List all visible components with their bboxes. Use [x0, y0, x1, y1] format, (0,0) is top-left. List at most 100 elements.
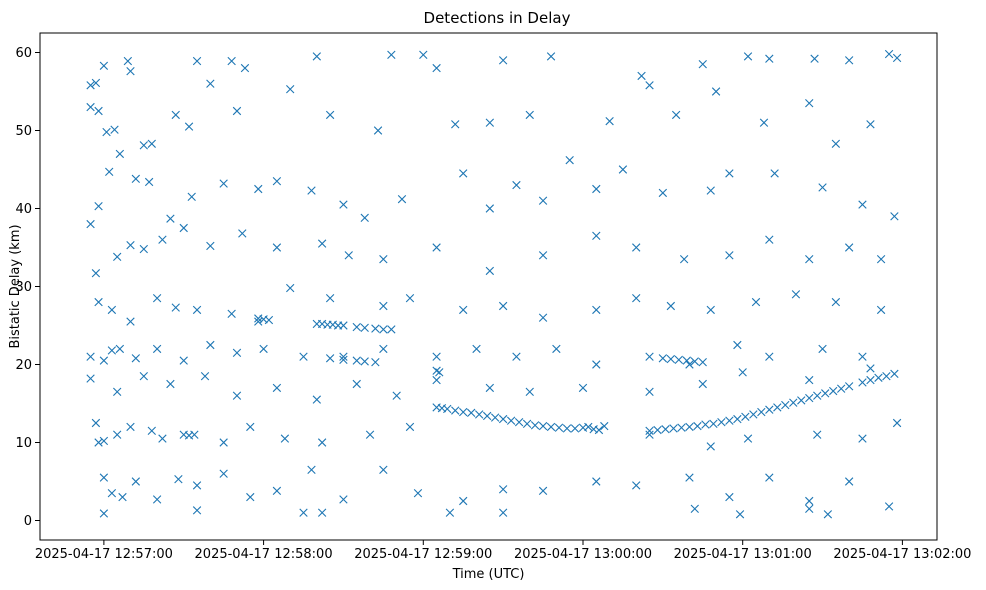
detection-point [618, 165, 628, 174]
detection-point [645, 352, 654, 361]
detection-point [259, 344, 268, 354]
detection-point [671, 110, 681, 120]
detection-point [498, 508, 508, 517]
detection-point [485, 204, 495, 213]
detection-point [805, 375, 814, 385]
detection-point [498, 56, 508, 65]
detection-point [107, 305, 117, 315]
detection-point [272, 486, 282, 496]
detection-point [725, 169, 734, 178]
detection-point [365, 430, 375, 439]
detection-point [701, 420, 710, 429]
detection-point [485, 118, 495, 127]
detection-point [192, 481, 202, 490]
detection-point [472, 344, 481, 354]
detection-point [751, 297, 761, 307]
detection-point [645, 430, 654, 439]
detection-point [227, 309, 236, 318]
detection-point [325, 294, 335, 303]
detection-point [805, 496, 814, 506]
detection-point [725, 251, 734, 260]
detection-point [757, 407, 766, 417]
detection-point [232, 391, 242, 400]
detection-point [858, 200, 867, 209]
detection-point [685, 473, 694, 482]
detection-point [759, 118, 769, 127]
detection-point [498, 485, 508, 494]
detection-point [570, 424, 580, 433]
detection-point [344, 251, 353, 260]
detection-point [115, 344, 125, 354]
detection-point [179, 223, 188, 233]
detection-point [645, 426, 654, 435]
detection-point [584, 422, 593, 432]
detection-point [594, 425, 604, 435]
detection-point [246, 422, 255, 432]
detection-point [238, 229, 247, 238]
detection-point [600, 421, 609, 431]
detection-point [669, 424, 678, 433]
x-tick-label: 2025-04-17 12:57:00 [35, 547, 173, 562]
detection-point [219, 438, 228, 447]
detection-point [514, 418, 524, 427]
detection-point [765, 473, 774, 482]
detection-point [682, 356, 691, 365]
detection-point [171, 303, 180, 312]
detection-point [115, 149, 125, 159]
detection-point [781, 400, 790, 410]
detection-point [805, 504, 814, 513]
detection-point [706, 186, 715, 195]
detection-point [405, 294, 415, 303]
detection-point [371, 324, 380, 333]
detection-point [829, 386, 838, 396]
detection-point [844, 477, 854, 486]
detection-point [105, 167, 114, 177]
detection-point [152, 344, 162, 354]
detection-point [139, 141, 148, 150]
detection-point [413, 489, 423, 498]
detection-point [387, 50, 396, 60]
detection-point [884, 502, 894, 511]
detection-point [286, 84, 295, 94]
y-tick-label: 30 [15, 280, 32, 295]
x-tick-label: 2025-04-17 12:59:00 [354, 547, 492, 562]
detection-point [474, 410, 484, 419]
detection-point [525, 110, 534, 120]
detection-point [498, 301, 508, 311]
detection-point [299, 352, 308, 361]
detection-point [831, 297, 841, 307]
detection-point [352, 379, 361, 389]
detection-point [805, 255, 814, 264]
detection-point [166, 214, 175, 223]
detection-point [538, 251, 548, 260]
detection-point [325, 354, 335, 363]
detection-point [821, 389, 830, 398]
detection-point [666, 301, 676, 311]
detection-point [360, 357, 369, 366]
detection-point [126, 422, 135, 432]
detection-point [698, 379, 707, 389]
detection-point [693, 421, 702, 431]
detection-point [232, 348, 242, 357]
detection-point [831, 139, 841, 148]
detection-point [738, 368, 747, 377]
detection-point [379, 255, 388, 264]
detection-point [706, 305, 715, 315]
detection-point [823, 510, 833, 519]
detection-point [94, 106, 103, 116]
detection-point [797, 396, 806, 405]
detection-point [126, 240, 135, 250]
detection-point [405, 422, 415, 432]
detection-point [317, 239, 327, 248]
detection-point [578, 383, 588, 393]
detection-point [113, 430, 122, 439]
detection-point [254, 317, 263, 326]
detection-point [107, 489, 117, 498]
detection-point [674, 355, 684, 365]
detection-point [765, 405, 774, 414]
detection-point [866, 364, 875, 373]
y-tick-label: 60 [15, 46, 32, 61]
detection-point [818, 344, 827, 354]
detection-point [99, 473, 109, 482]
detection-point [512, 352, 521, 361]
